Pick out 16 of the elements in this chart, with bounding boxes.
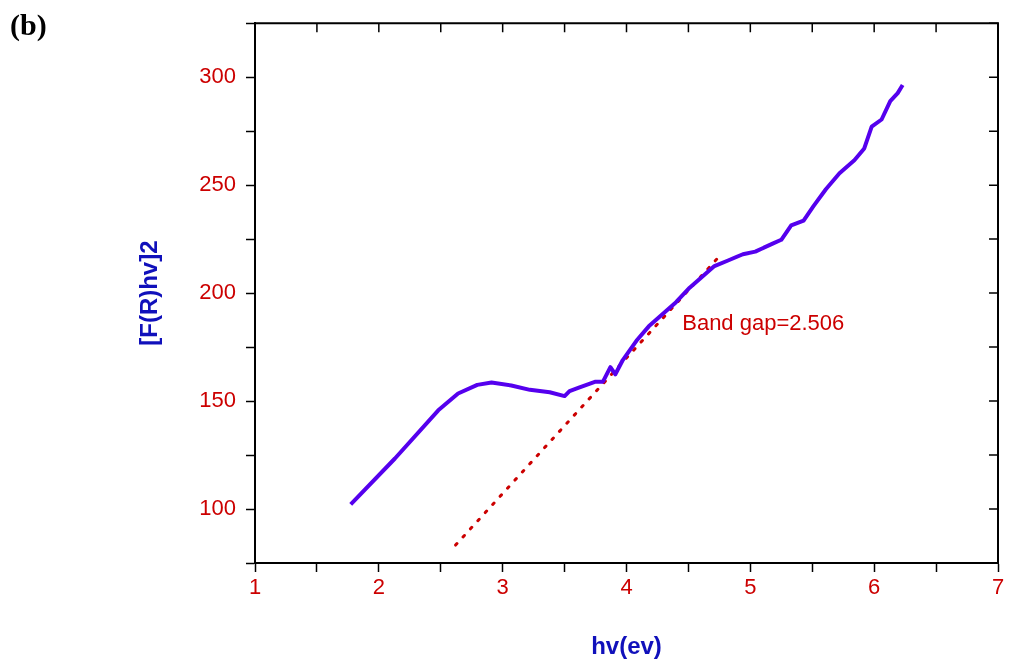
x-tick-label: 5 xyxy=(744,574,757,600)
chart-title: (b) xyxy=(10,7,47,42)
y-tick-label: 200 xyxy=(199,279,236,305)
y-tick-label: 100 xyxy=(199,495,236,521)
y-tick-label: 150 xyxy=(199,387,236,413)
x-tick-label: 2 xyxy=(372,574,385,600)
annotation: Band gap=2.506 xyxy=(682,310,845,336)
y-axis-title: [F(R)hv]2 xyxy=(135,240,163,346)
y-tick-label: 250 xyxy=(199,171,236,197)
x-tick-label: 6 xyxy=(868,574,881,600)
x-tick-label: 4 xyxy=(620,574,633,600)
x-axis-title: hv(ev) xyxy=(591,632,662,660)
x-tick-label: 7 xyxy=(991,574,1005,600)
x-tick-label: 3 xyxy=(496,574,509,600)
y-tick-label: 300 xyxy=(199,63,236,89)
x-tick-label: 1 xyxy=(248,574,262,600)
